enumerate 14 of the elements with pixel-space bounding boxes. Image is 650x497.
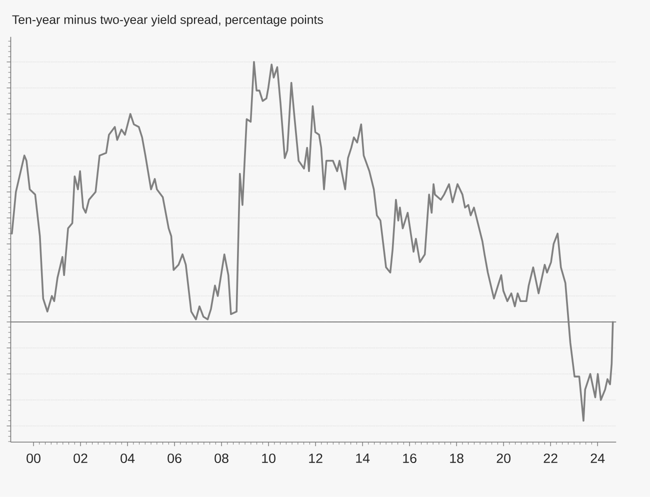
x-tick-label: 18 (450, 454, 464, 464)
chart-subtitle: Ten-year minus two-year yield spread, percentage points (12, 14, 323, 27)
x-tick-label: 16 (403, 454, 416, 464)
x-tick-label: 24 (590, 454, 605, 463)
x-tick-label: 10 (262, 454, 276, 464)
x-tick-label: 14 (356, 454, 370, 463)
x-tick-label: 04 (120, 454, 135, 464)
x-tick-label: 20 (496, 454, 510, 464)
x-tick-label: 00 (26, 454, 40, 464)
x-tick-label: 12 (309, 454, 322, 463)
x-tick-label: 22 (544, 454, 558, 463)
x-tick-label: 02 (74, 454, 88, 464)
x-tick-label: 06 (168, 454, 182, 464)
x-tick-label: 08 (214, 454, 228, 464)
